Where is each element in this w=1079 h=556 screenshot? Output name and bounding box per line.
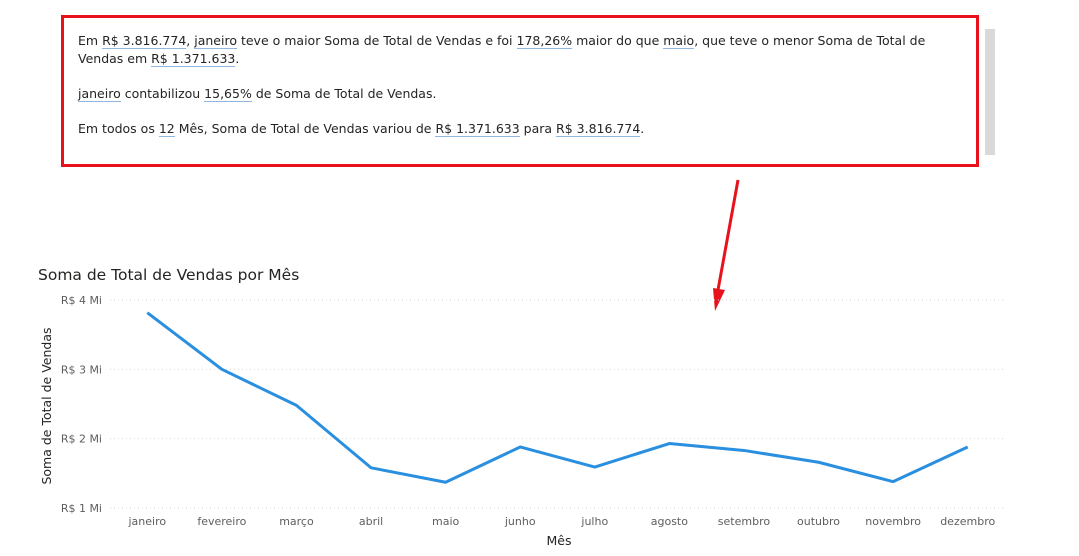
arrow-shaft <box>716 179 740 291</box>
narrative-value-percent-diff[interactable]: 178,26% <box>516 33 573 49</box>
y-tick-label: R$ 3 Mi <box>61 363 102 376</box>
data-point[interactable] <box>290 399 302 411</box>
line-chart: R$ 1 Mi R$ 2 Mi R$ 3 Mi R$ 4 Mi janeiro feve… <box>39 294 1005 548</box>
y-axis-title: Soma de Total de Vendas <box>39 327 54 484</box>
narrative-text-segment: contabilizou <box>120 86 205 101</box>
data-point[interactable] <box>365 462 377 474</box>
x-tick-label: julho <box>580 515 608 528</box>
narrative-text-segment: Em todos os <box>78 121 159 136</box>
x-tick-label: fevereiro <box>197 515 246 528</box>
x-tick-label: março <box>279 515 314 528</box>
data-point[interactable] <box>962 441 974 453</box>
x-tick-label: outubro <box>797 515 840 528</box>
y-tick-label: R$ 1 Mi <box>61 502 102 515</box>
narrative-value-range-min[interactable]: R$ 1.371.633 <box>435 121 520 137</box>
data-point[interactable] <box>738 444 750 456</box>
x-axis-ticks: janeiro fevereiro março abril maio junho julho… <box>127 515 995 528</box>
data-point[interactable] <box>440 476 452 488</box>
data-point[interactable] <box>141 307 153 319</box>
narrative-text-segment: . <box>640 121 645 136</box>
series-line[interactable] <box>146 311 969 484</box>
x-axis-title: Mês <box>547 533 572 548</box>
x-tick-label: dezembro <box>940 515 995 528</box>
narrative-paragraph-2: janeiro contabilizou 15,65% de Soma de T… <box>78 85 968 103</box>
narrative-text-segment: Em <box>78 33 103 48</box>
narrative-paragraph-3: Em todos os 12 Mês, Soma de Total de Ven… <box>78 120 968 138</box>
narrative-value-max-month[interactable]: janeiro <box>194 33 237 49</box>
narrative-text-segment: teve o maior Soma de Total de Vendas e f… <box>236 33 517 48</box>
narrative-text-segment: para <box>519 121 557 136</box>
chart-title: Soma de Total de Vendas por Mês <box>38 266 300 284</box>
narrative-text-segment: de Soma de Total de Vendas. <box>251 86 437 101</box>
data-point[interactable] <box>589 461 601 473</box>
y-tick-label: R$ 2 Mi <box>61 433 102 446</box>
y-axis-ticks: R$ 1 Mi R$ 2 Mi R$ 3 Mi R$ 4 Mi <box>61 294 102 515</box>
x-tick-label: novembro <box>865 515 921 528</box>
narrative-value-share[interactable]: 15,65% <box>204 86 252 102</box>
x-tick-label: agosto <box>651 515 688 528</box>
data-point[interactable] <box>514 441 526 453</box>
data-point[interactable] <box>216 363 228 375</box>
narrative-text-segment: . <box>235 51 240 66</box>
x-tick-label: junho <box>504 515 536 528</box>
x-tick-label: abril <box>359 515 383 528</box>
narrative-value-month[interactable]: janeiro <box>78 86 121 102</box>
narrative-value-min-month[interactable]: maio <box>663 33 695 49</box>
narrative-value-range-max[interactable]: R$ 3.816.774 <box>556 121 641 137</box>
narrative-text-segment: Mês, Soma de Total de Vendas variou de <box>174 121 436 136</box>
data-point[interactable] <box>887 476 899 488</box>
scrollbar[interactable] <box>985 29 995 155</box>
narrative-text-segment: , <box>186 33 195 48</box>
narrative-text-segment: maior do que <box>572 33 664 48</box>
series-layer <box>141 307 974 488</box>
narrative-text-segment: , que teve o menor Soma de Total de Vend… <box>78 33 926 66</box>
narrative-value-max-sales[interactable]: R$ 3.816.774 <box>102 33 187 49</box>
smart-narrative-box: Em R$ 3.816.774, janeiro teve o maior So… <box>61 15 979 167</box>
narrative-value-count[interactable]: 12 <box>158 121 175 137</box>
x-tick-label: setembro <box>718 515 771 528</box>
narrative-value-min-sales[interactable]: R$ 1.371.633 <box>151 51 236 67</box>
x-tick-label: maio <box>432 515 460 528</box>
data-point[interactable] <box>663 438 675 450</box>
data-point[interactable] <box>813 456 825 468</box>
narrative-text: Em R$ 3.816.774, janeiro teve o maior So… <box>78 32 968 155</box>
x-tick-label: janeiro <box>127 515 166 528</box>
narrative-paragraph-1: Em R$ 3.816.774, janeiro teve o maior So… <box>78 32 968 68</box>
y-tick-label: R$ 4 Mi <box>61 294 102 307</box>
